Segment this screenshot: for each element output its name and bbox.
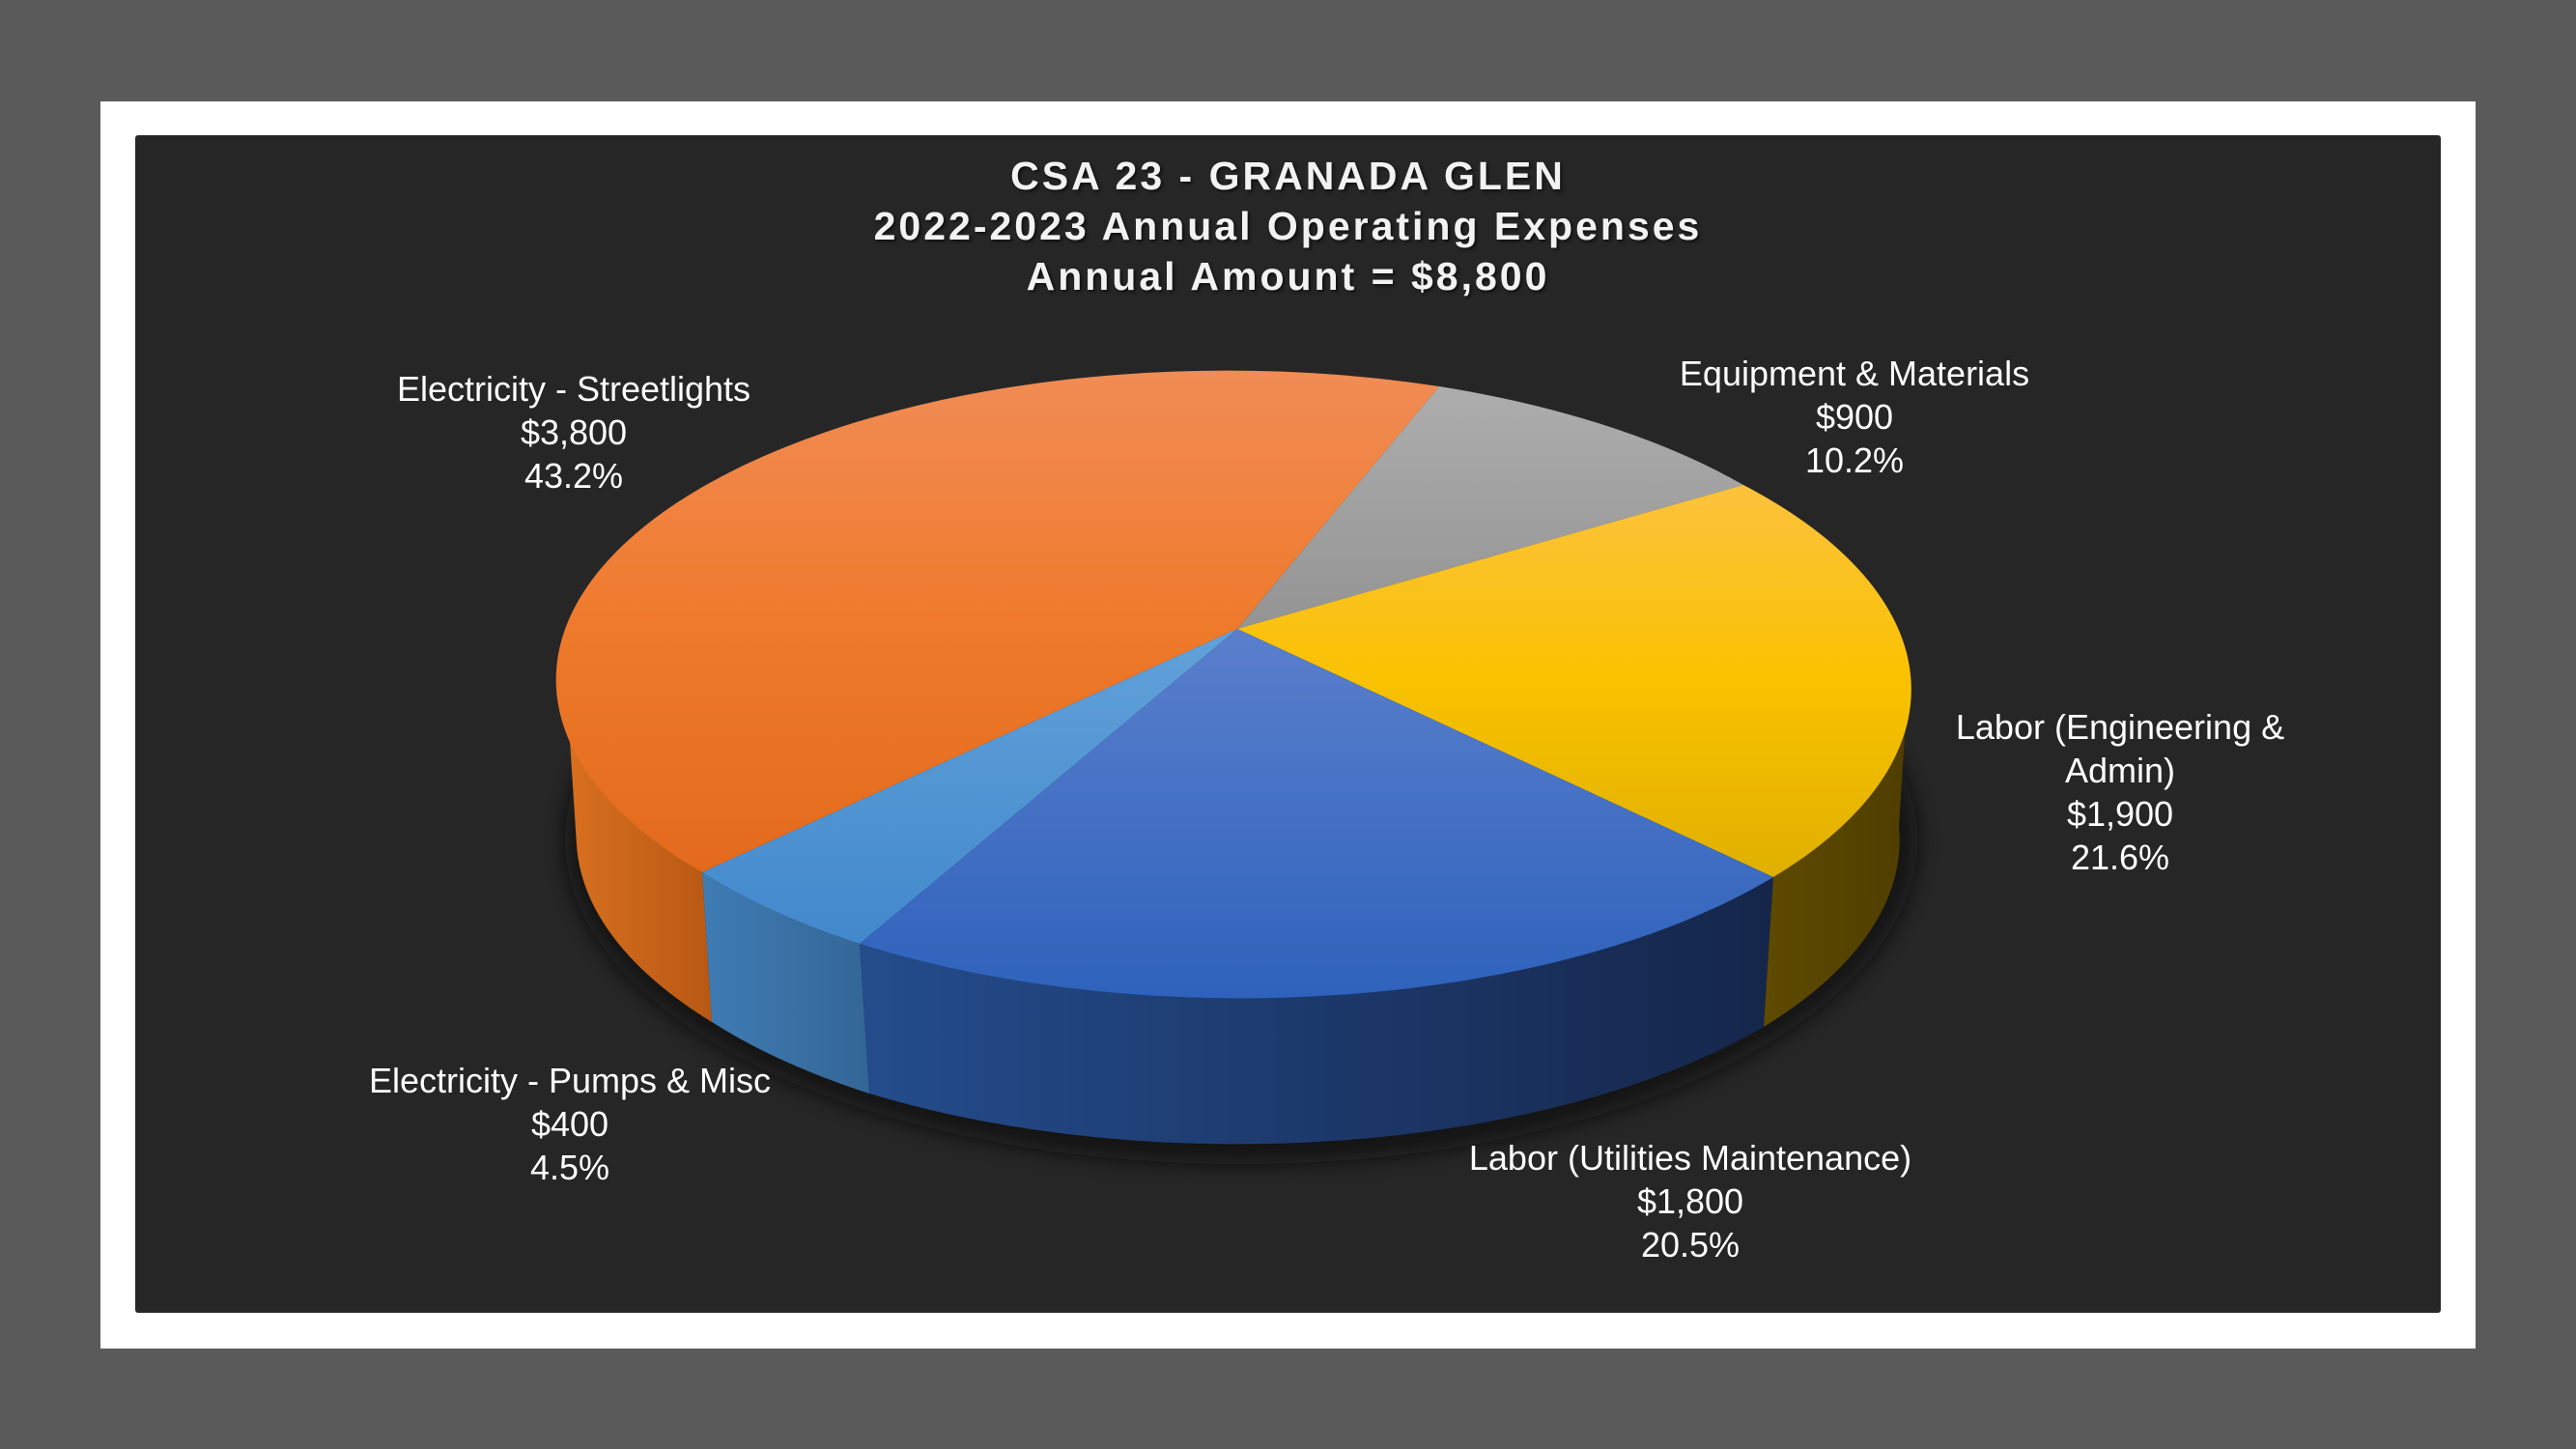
- label-amount: $1,800: [1636, 1181, 1744, 1221]
- label-category-line-1: Labor (Engineering &: [1955, 707, 2285, 747]
- slice-labor-utilities-maintenance[interactable]: [860, 629, 1773, 999]
- label-amount: $1,900: [2066, 794, 2174, 834]
- slice-equipment-materials[interactable]: [1237, 386, 1743, 629]
- slice-side-electricity-pumps-misc: [702, 872, 869, 1094]
- data-label-electricity-pumps-misc: Electricity - Pumps & Misc $400 4.5%: [328, 1059, 811, 1189]
- slice-labor-engineering-admin[interactable]: [1237, 485, 1911, 877]
- slice-side-labor-utilities-maintenance: [860, 877, 1773, 1145]
- chart-title-line-1: CSA 23 - GRANADA GLEN: [1010, 154, 1566, 198]
- data-label-labor-utilities-maintenance: Labor (Utilities Maintenance) $1,800 20.…: [1420, 1136, 1961, 1266]
- label-category: Equipment & Materials: [1679, 354, 2030, 393]
- label-percent: 20.5%: [1640, 1225, 1741, 1264]
- label-percent: 4.5%: [529, 1148, 610, 1187]
- chart-title: CSA 23 - GRANADA GLEN 2022-2023 Annual O…: [135, 151, 2441, 301]
- data-label-labor-engineering-admin: Labor (Engineering & Admin) $1,900 21.6%: [1917, 705, 2323, 879]
- label-category-line-2: Admin): [2064, 751, 2176, 790]
- slice-electricity-streetlights[interactable]: [555, 370, 1439, 872]
- chart-title-line-2: 2022-2023 Annual Operating Expenses: [873, 204, 1703, 248]
- label-percent: 10.2%: [1804, 440, 1905, 480]
- label-category: Electricity - Streetlights: [396, 369, 751, 409]
- label-amount: $400: [530, 1104, 609, 1144]
- slice-side-electricity-streetlights: [567, 696, 712, 1022]
- data-label-equipment-materials: Equipment & Materials $900 10.2%: [1642, 352, 2067, 482]
- label-amount: $900: [1815, 397, 1894, 437]
- label-category: Labor (Utilities Maintenance): [1468, 1138, 1912, 1178]
- slice-side-labor-engineering-admin: [1764, 676, 1910, 1027]
- slice-electricity-pumps-misc[interactable]: [702, 629, 1237, 944]
- chart-title-line-3: Annual Amount = $8,800: [1026, 254, 1550, 298]
- label-amount: $3,800: [520, 412, 628, 452]
- label-percent: 43.2%: [524, 456, 624, 496]
- label-category: Electricity - Pumps & Misc: [368, 1061, 772, 1100]
- label-percent: 21.6%: [2070, 838, 2170, 877]
- data-label-electricity-streetlights: Electricity - Streetlights $3,800 43.2%: [361, 367, 786, 497]
